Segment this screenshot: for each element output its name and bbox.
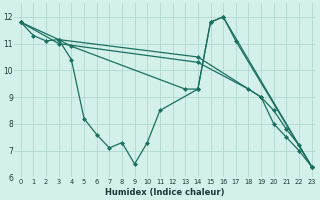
X-axis label: Humidex (Indice chaleur): Humidex (Indice chaleur) <box>105 188 225 197</box>
